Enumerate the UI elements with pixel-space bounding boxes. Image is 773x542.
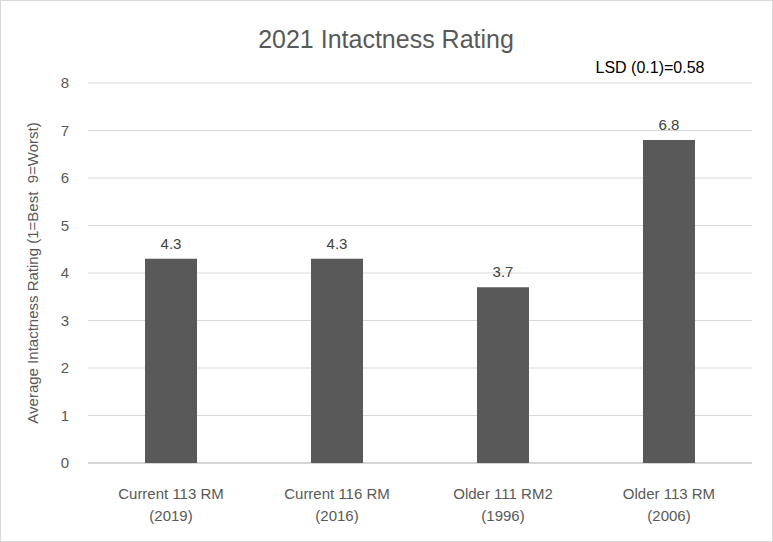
annotation: LSD (0.1)=0.58 xyxy=(596,59,705,76)
data-label: 6.8 xyxy=(659,116,680,133)
x-tick-label-line: (2016) xyxy=(315,507,358,524)
grid-line xyxy=(88,83,752,84)
chart: 2021 Intactness Rating LSD (0.1)=0.58 0 1 2 3… xyxy=(0,0,773,542)
x-tick-label-line: (1996) xyxy=(481,507,524,524)
title: 2021 Intactness Rating xyxy=(258,25,514,53)
x-tick-label: Older 111 RM2 (1996) xyxy=(453,485,553,524)
data-label: 4.3 xyxy=(161,235,182,252)
y-tick-label: 1 xyxy=(61,407,69,424)
x-tick-label-line: (2019) xyxy=(149,507,192,524)
chart-frame xyxy=(1,1,773,542)
bars xyxy=(145,140,695,463)
y-tick-label: 0 xyxy=(61,454,69,471)
y-axis-label: Average Intactness Rating (1=Best 9=Wors… xyxy=(24,122,41,423)
y-tick-label: 3 xyxy=(61,312,69,329)
y-tick-label: 6 xyxy=(61,169,69,186)
y-tick-label: 2 xyxy=(61,359,69,376)
data-label: 3.7 xyxy=(493,263,514,280)
bar xyxy=(145,259,197,463)
data-label: 4.3 xyxy=(327,235,348,252)
y-tick-label: 4 xyxy=(61,264,69,281)
x-tick-label: Current 113 RM (2019) xyxy=(118,485,224,524)
x-tick-label-line: Current 113 RM xyxy=(118,485,224,502)
x-tick-label-line: Current 116 RM xyxy=(284,485,390,502)
y-tick-label: 7 xyxy=(61,122,69,139)
x-tick-label-line: (2006) xyxy=(647,507,690,524)
x-tick-label-line: Older 113 RM xyxy=(623,485,715,502)
x-tick-label: Current 116 RM (2016) xyxy=(284,485,390,524)
bar xyxy=(311,259,363,463)
bar xyxy=(643,140,695,463)
bar xyxy=(477,287,529,463)
y-tick-label: 8 xyxy=(61,74,69,91)
y-tick-label: 5 xyxy=(61,217,69,234)
grid-line xyxy=(88,130,752,131)
x-tick-label: Older 113 RM (2006) xyxy=(623,485,715,524)
x-tick-label-line: Older 111 RM2 xyxy=(453,485,553,502)
